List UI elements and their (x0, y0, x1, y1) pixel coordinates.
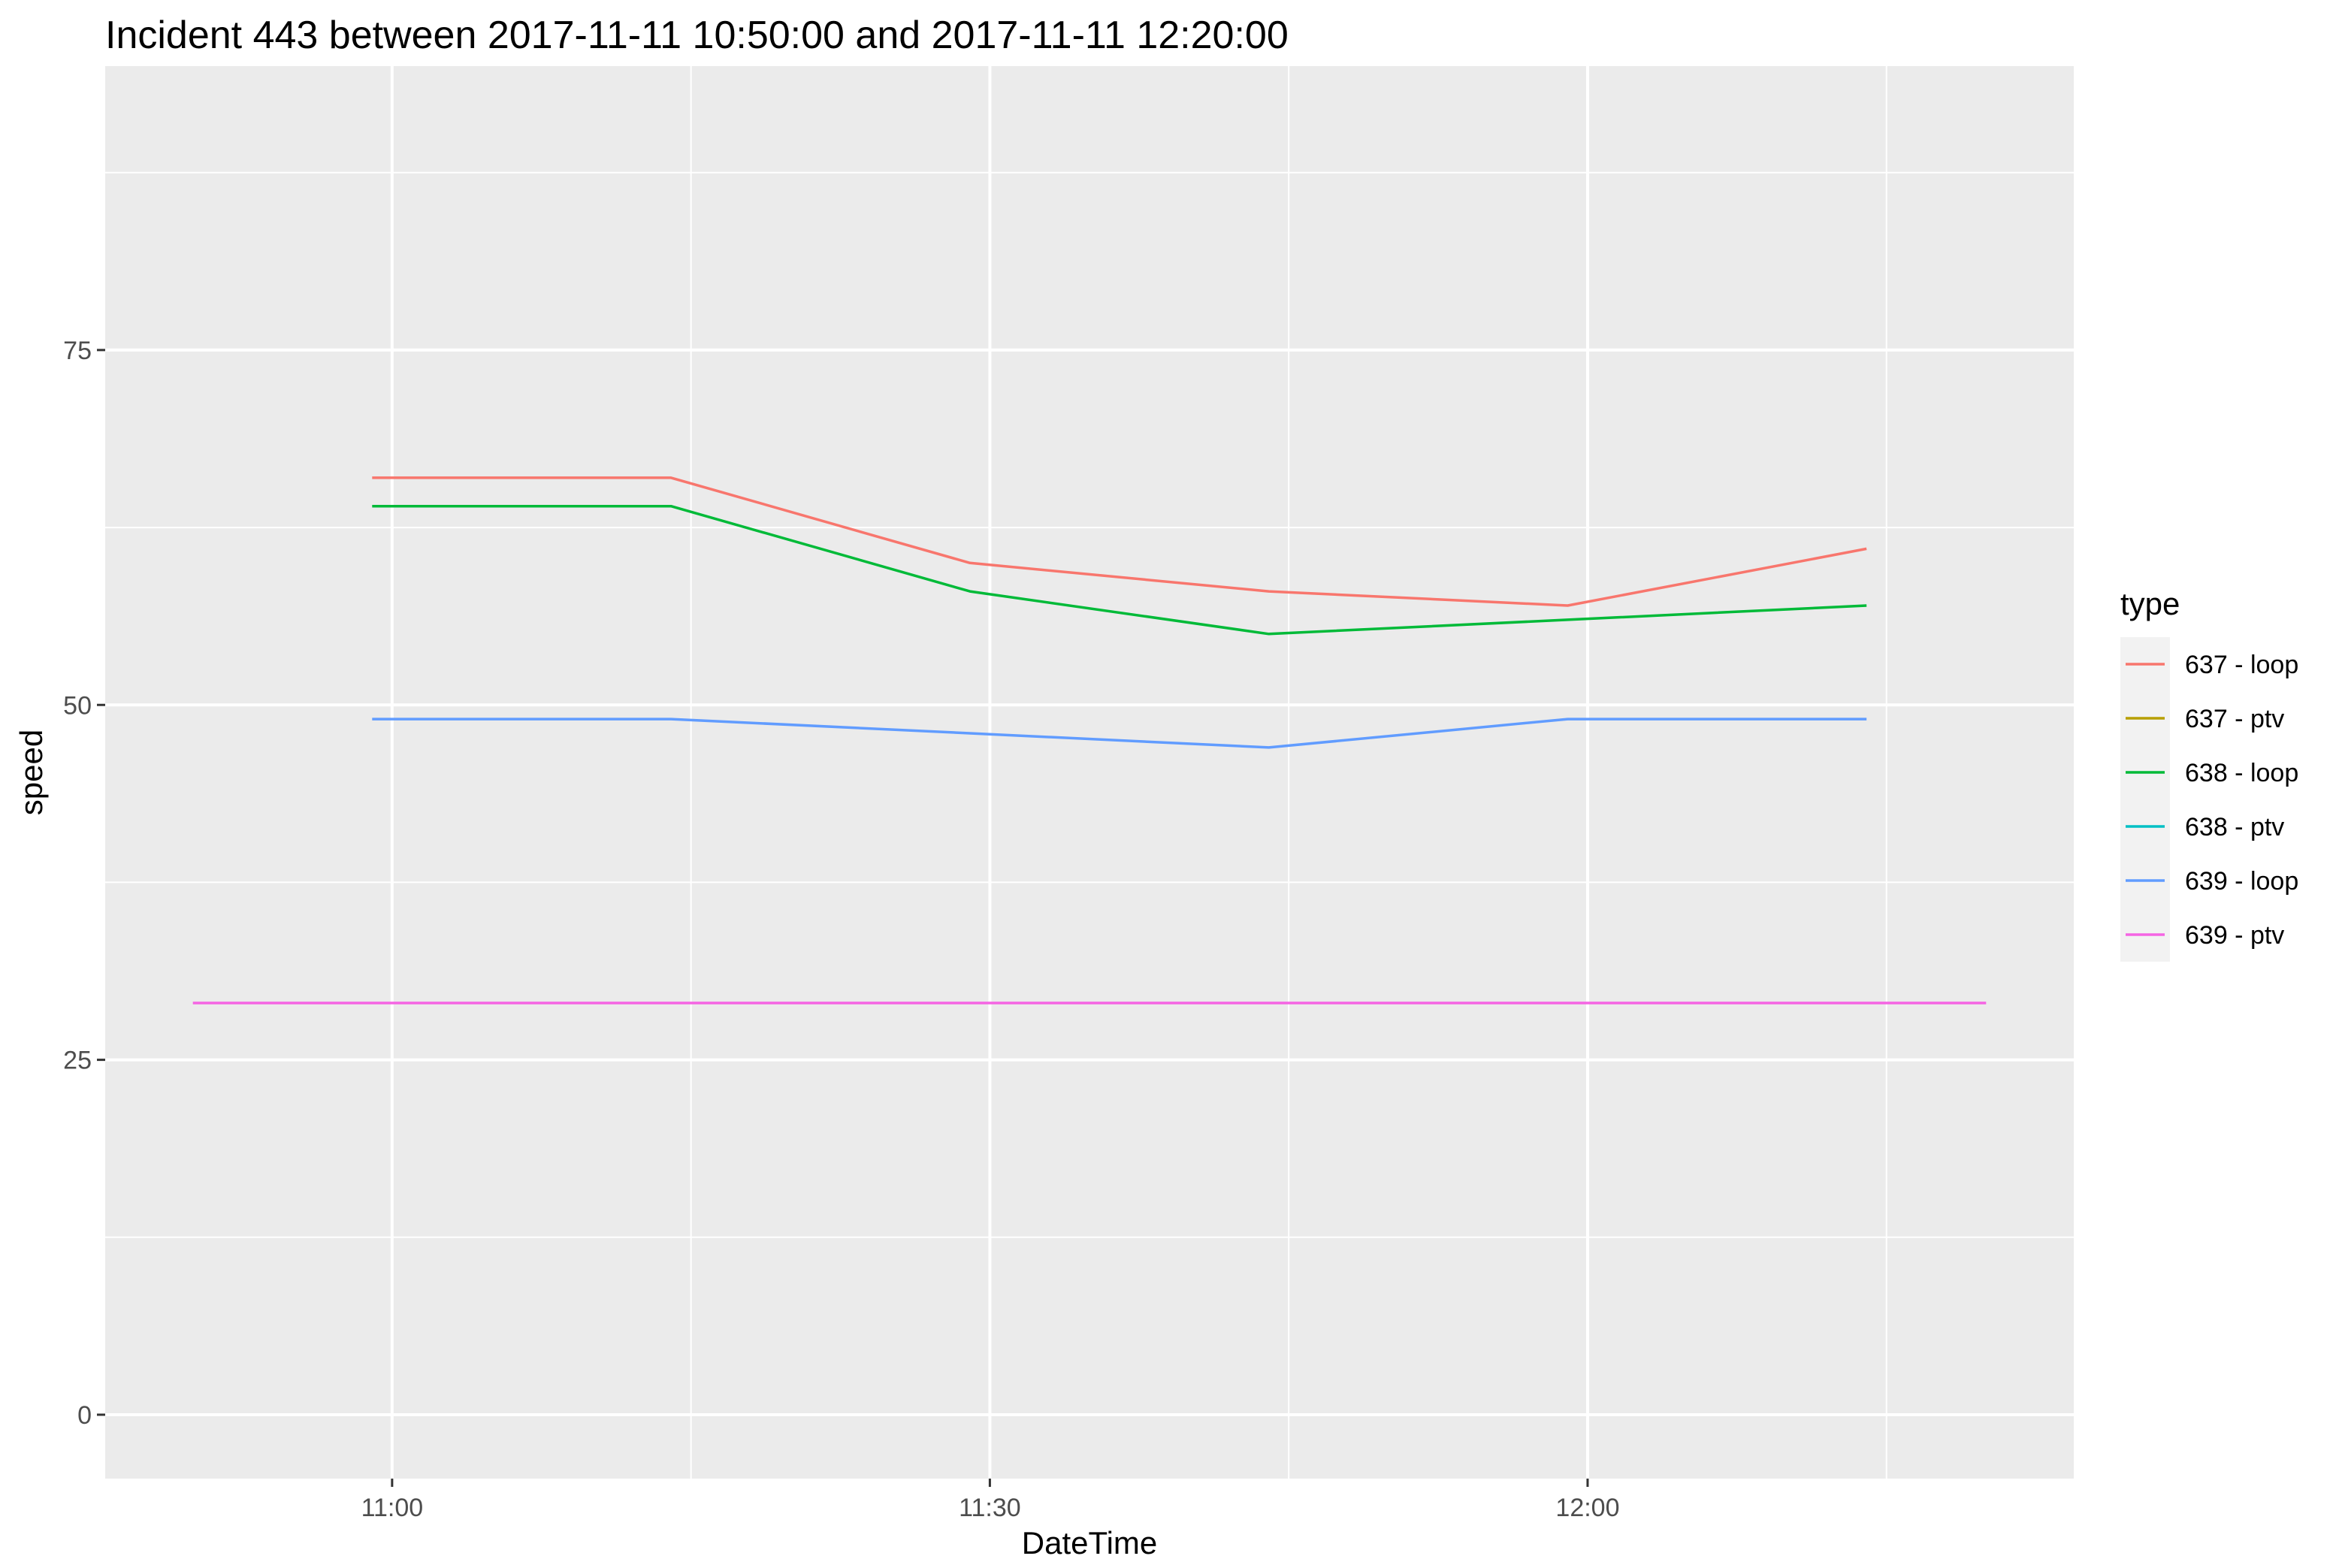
grid-major (105, 66, 2074, 1479)
x-tick-label: 12:00 (1555, 1494, 1619, 1522)
y-tick-label: 0 (77, 1401, 92, 1430)
series-lines (192, 476, 1987, 1005)
legend-title: type (2120, 586, 2180, 621)
x-tick-label: 11:00 (361, 1494, 424, 1522)
y-tick-label: 75 (63, 337, 92, 365)
legend-label: 637 - loop (2185, 651, 2298, 679)
legend-label: 637 - ptv (2185, 705, 2284, 733)
legend-label: 639 - ptv (2185, 921, 2284, 950)
x-axis-title: DateTime (1022, 1525, 1158, 1560)
x-axis: 11:00 11:30 12:00 (361, 1479, 1620, 1522)
y-axis: 0 25 50 75 (63, 337, 105, 1430)
legend-label: 638 - ptv (2185, 813, 2284, 841)
y-axis-title: speed (14, 730, 49, 815)
y-tick-label: 25 (63, 1047, 92, 1075)
y-tick-label: 50 (63, 691, 92, 720)
series-line-4 (372, 718, 1867, 749)
legend-label: 638 - loop (2185, 759, 2298, 787)
legend: type 637 - loop 637 - ptv 638 - loop 638 - … (2120, 586, 2298, 962)
chart-title: Incident 443 between 2017-11-11 10:50:00… (105, 14, 1289, 57)
x-tick-label: 11:30 (959, 1494, 1021, 1522)
plot-panel (105, 66, 2074, 1479)
grid-minor (105, 66, 2074, 1479)
series-line-2 (372, 504, 1867, 636)
series-line-0 (372, 476, 1867, 607)
legend-label: 639 - loop (2185, 867, 2298, 896)
